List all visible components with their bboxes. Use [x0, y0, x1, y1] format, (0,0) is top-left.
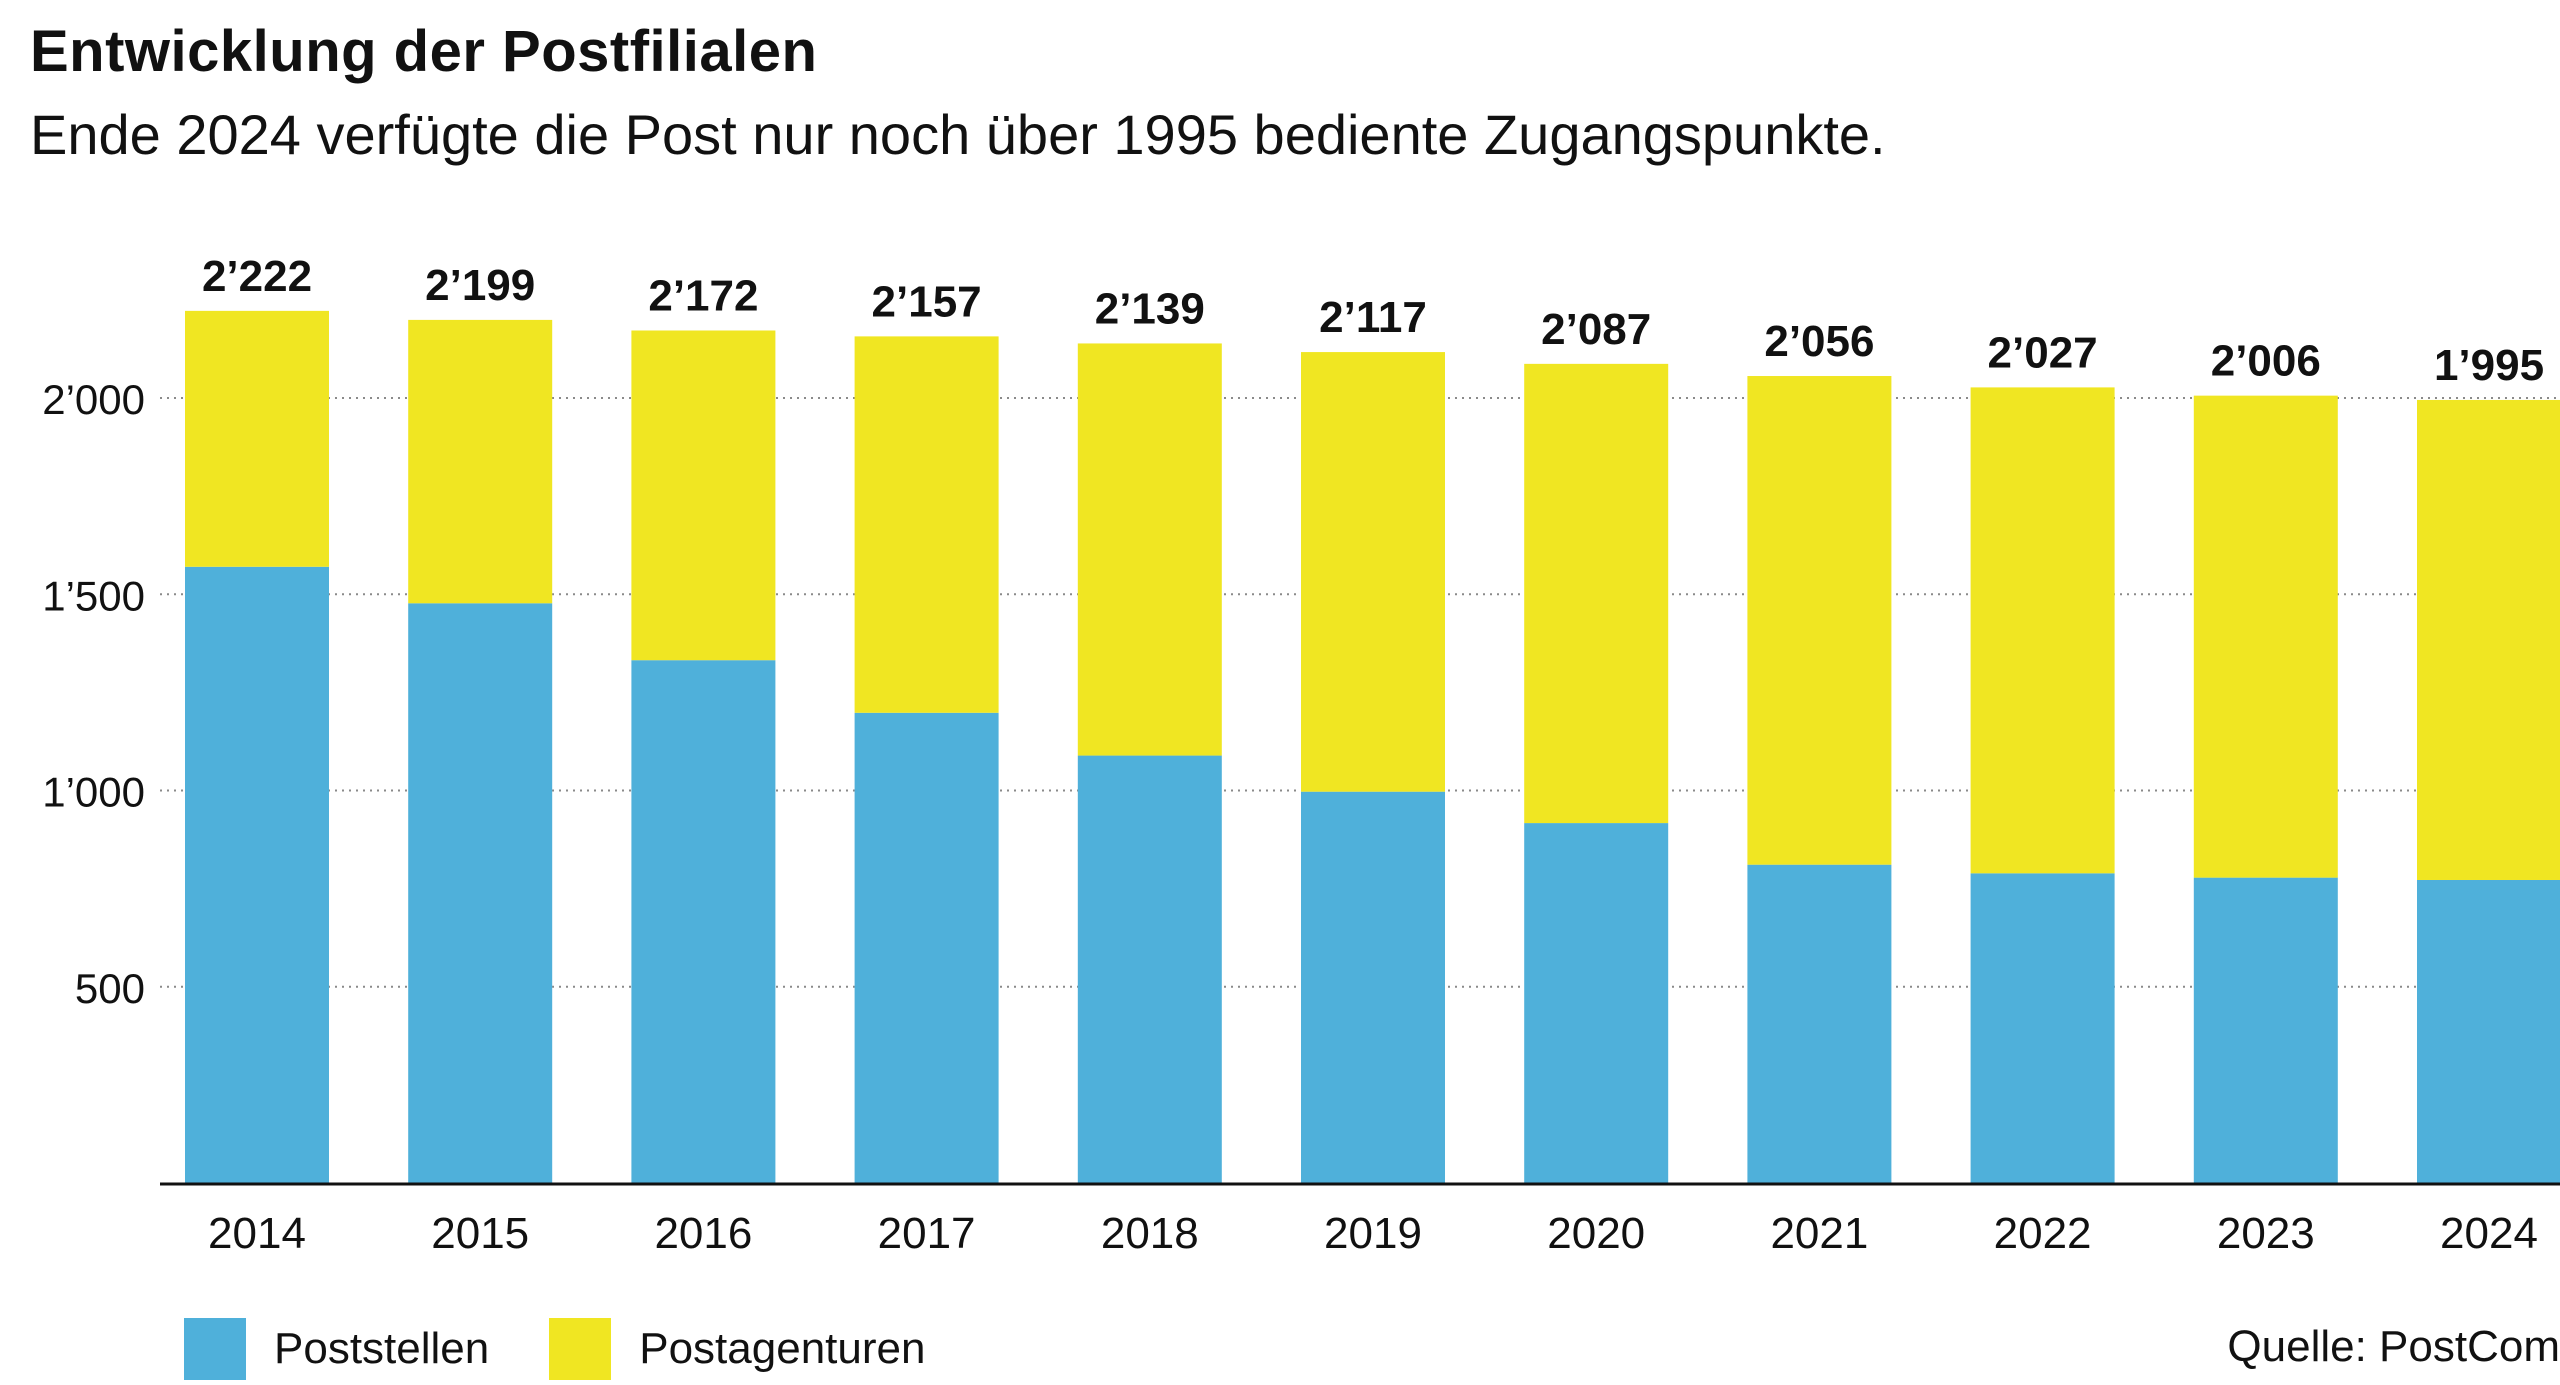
- bar-poststellen-2017: [854, 712, 999, 1183]
- bar-postagenturen-2023: [2193, 395, 2338, 878]
- total-label-2017: 2’157: [872, 277, 982, 326]
- legend-label-poststellen: Poststellen: [274, 1324, 490, 1373]
- total-label-2018: 2’139: [1095, 284, 1205, 333]
- legend-item-poststellen: Poststellen: [184, 1318, 489, 1380]
- y-tick-label: 1’500: [42, 572, 145, 619]
- bar-postagenturen-2020: [1524, 363, 1669, 824]
- bar-postagenturen-2021: [1747, 376, 1892, 865]
- bar-postagenturen-2024: [2417, 399, 2560, 880]
- bar-postagenturen-2015: [408, 319, 553, 604]
- y-tick-label: 500: [75, 965, 145, 1012]
- chart-subtitle: Ende 2024 verfügte die Post nur noch übe…: [30, 103, 1886, 166]
- x-tick-label-2017: 2017: [878, 1209, 976, 1258]
- x-tick-label-2016: 2016: [654, 1209, 752, 1258]
- total-label-2021: 2’056: [1764, 317, 1874, 366]
- chart-title: Entwicklung der Postfilialen: [30, 19, 818, 84]
- bar-postagenturen-2019: [1301, 352, 1445, 792]
- bar-postagenturen-2022: [1970, 387, 2115, 874]
- x-tick-label-2015: 2015: [431, 1209, 529, 1258]
- bar-postagenturen-2017: [854, 336, 999, 713]
- bar-poststellen-2020: [1524, 823, 1669, 1183]
- total-label-2020: 2’087: [1541, 305, 1651, 354]
- bar-postagenturen-2018: [1077, 343, 1222, 756]
- bar-poststellen-2024: [2417, 879, 2560, 1183]
- bar-poststellen-2022: [1970, 873, 2115, 1183]
- labels: 2’222 2014 2’199 2015 2’172 2016 2’157 2017 2’13…: [160, 252, 2560, 1258]
- x-tick-label-2024: 2024: [2440, 1209, 2538, 1258]
- bar-poststellen-2014: [185, 566, 329, 1183]
- legend-swatch-poststellen: [184, 1318, 246, 1380]
- total-label-2014: 2’222: [202, 252, 312, 301]
- bar-poststellen-2019: [1301, 791, 1445, 1183]
- y-tick-label: 1’000: [42, 769, 145, 816]
- total-label-2015: 2’199: [425, 261, 535, 310]
- legend: Poststellen Postagenturen: [184, 1318, 985, 1380]
- bar-poststellen-2018: [1077, 755, 1222, 1183]
- source-note: Quelle: PostCom: [2227, 1322, 2560, 1371]
- stacked-bar-chart: 500 1’000 1’500 2’000 2’222 2014 2’199 2015 2’1…: [42, 252, 2560, 1258]
- total-label-2019: 2’117: [1319, 293, 1427, 342]
- bar-postagenturen-2014: [185, 310, 329, 567]
- x-tick-label-2022: 2022: [1994, 1209, 2092, 1258]
- y-tick-label: 2’000: [42, 376, 145, 423]
- total-label-2023: 2’006: [2211, 337, 2321, 386]
- total-label-2022: 2’027: [1988, 328, 2098, 377]
- x-tick-label-2021: 2021: [1770, 1209, 1868, 1258]
- x-tick-label-2020: 2020: [1547, 1209, 1645, 1258]
- x-tick-label-2023: 2023: [2217, 1209, 2315, 1258]
- bars: [185, 310, 2560, 1183]
- total-label-2016: 2’172: [648, 271, 758, 320]
- bar-postagenturen-2016: [631, 330, 776, 661]
- legend-item-postagenturen: Postagenturen: [549, 1318, 925, 1380]
- legend-label-postagenturen: Postagenturen: [639, 1324, 926, 1373]
- bar-poststellen-2021: [1747, 864, 1892, 1183]
- x-tick-label-2018: 2018: [1101, 1209, 1199, 1258]
- bar-poststellen-2016: [631, 660, 776, 1183]
- total-label-2024: 1’995: [2434, 341, 2544, 390]
- bar-poststellen-2015: [408, 603, 553, 1183]
- grid-lines: 500 1’000 1’500 2’000: [42, 376, 2560, 1012]
- bar-poststellen-2023: [2193, 877, 2338, 1183]
- x-tick-label-2019: 2019: [1324, 1209, 1422, 1258]
- legend-swatch-postagenturen: [549, 1318, 612, 1380]
- x-tick-label-2014: 2014: [208, 1209, 306, 1258]
